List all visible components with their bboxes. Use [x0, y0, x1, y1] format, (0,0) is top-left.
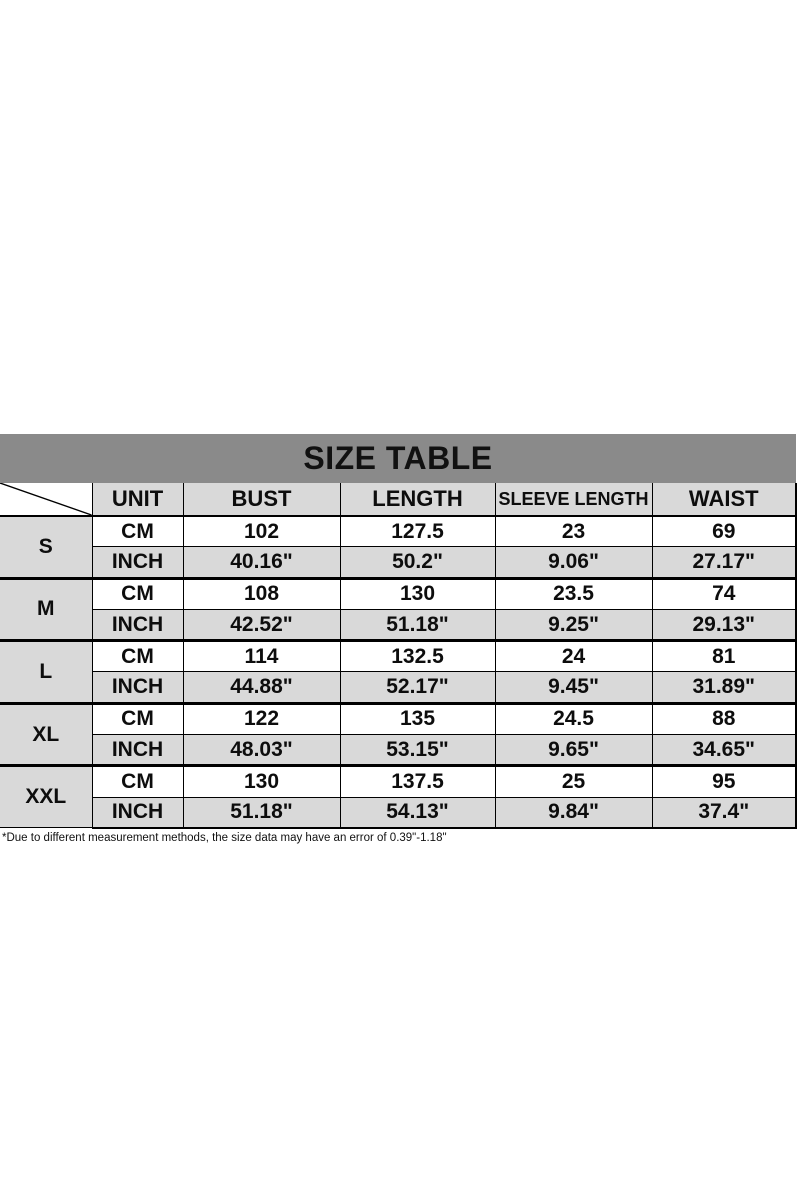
row-xl-cm: XL CM 122 135 24.5 88 — [0, 701, 797, 767]
value-xxl-inch-1: 54.13" — [339, 796, 496, 829]
size-label-xxl: XXL — [0, 764, 93, 829]
size-label-m: M — [0, 576, 93, 642]
size-label-xl: XL — [0, 701, 93, 767]
value-xl-inch-0: 48.03" — [182, 734, 341, 767]
unit-cell-xl-cm: CM — [91, 701, 184, 736]
value-s-cm-3: 69 — [651, 515, 797, 548]
value-m-cm-1: 130 — [339, 576, 496, 610]
unit-cell-s-cm: CM — [91, 515, 184, 548]
value-l-cm-1: 132.5 — [339, 639, 496, 673]
measurement-disclaimer: *Due to different measurement methods, t… — [2, 831, 447, 844]
value-xxl-cm-1: 137.5 — [339, 764, 496, 798]
col-header-sleeve-length: SLEEVE LENGTH — [494, 483, 653, 517]
value-s-cm-1: 127.5 — [339, 515, 496, 548]
value-l-inch-1: 52.17" — [339, 671, 496, 704]
value-xl-inch-3: 34.65" — [651, 734, 797, 767]
col-header-bust: BUST — [182, 483, 341, 517]
value-l-cm-0: 114 — [182, 639, 341, 673]
size-label-l: L — [0, 639, 93, 704]
unit-cell-l-cm: CM — [91, 639, 184, 673]
value-l-inch-2: 9.45" — [494, 671, 653, 704]
value-m-inch-3: 29.13" — [651, 608, 797, 642]
row-s-cm: S CM 102 127.5 23 69 — [0, 515, 797, 579]
value-s-cm-0: 102 — [182, 515, 341, 548]
value-l-cm-2: 24 — [494, 639, 653, 673]
value-s-inch-2: 9.06" — [494, 546, 653, 579]
value-m-cm-0: 108 — [182, 576, 341, 610]
value-l-inch-3: 31.89" — [651, 671, 797, 704]
value-xl-inch-1: 53.15" — [339, 734, 496, 767]
value-m-inch-2: 9.25" — [494, 608, 653, 642]
size-table-title: SIZE TABLE — [0, 434, 796, 483]
value-l-cm-3: 81 — [651, 639, 797, 673]
value-xxl-inch-2: 9.84" — [494, 796, 653, 829]
unit-cell-xxl-inch: INCH — [91, 796, 184, 829]
value-m-inch-1: 51.18" — [339, 608, 496, 642]
row-s-inch: INCH 40.16" 50.2" 9.06" 27.17" — [0, 546, 797, 579]
size-chart: SIZE TABLE UNIT BUST LENGTH SLEEVE LENGT… — [0, 434, 797, 844]
value-xxl-cm-3: 95 — [651, 764, 797, 798]
row-xxl-inch: INCH 51.18" 54.13" 9.84" 37.4" — [0, 796, 797, 829]
value-l-inch-0: 44.88" — [182, 671, 341, 704]
value-s-inch-0: 40.16" — [182, 546, 341, 579]
row-l-inch: INCH 44.88" 52.17" 9.45" 31.89" — [0, 671, 797, 704]
diagonal-line — [0, 483, 91, 514]
value-xl-inch-2: 9.65" — [494, 734, 653, 767]
value-s-inch-3: 27.17" — [651, 546, 797, 579]
unit-cell-m-cm: CM — [91, 576, 184, 610]
value-s-inch-1: 50.2" — [339, 546, 496, 579]
value-xl-cm-2: 24.5 — [494, 701, 653, 736]
size-table: UNIT BUST LENGTH SLEEVE LENGTH WAIST S CM… — [0, 483, 797, 829]
value-xxl-cm-2: 25 — [494, 764, 653, 798]
unit-cell-m-inch: INCH — [91, 608, 184, 642]
col-header-unit: UNIT — [91, 483, 184, 517]
unit-cell-s-inch: INCH — [91, 546, 184, 579]
unit-cell-l-inch: INCH — [91, 671, 184, 704]
unit-cell-xl-inch: INCH — [91, 734, 184, 767]
col-header-length: LENGTH — [339, 483, 496, 517]
value-xxl-inch-3: 37.4" — [651, 796, 797, 829]
row-xxl-cm: XXL CM 130 137.5 25 95 — [0, 764, 797, 829]
value-m-inch-0: 42.52" — [182, 608, 341, 642]
value-xl-cm-3: 88 — [651, 701, 797, 736]
row-m-cm: M CM 108 130 23.5 74 — [0, 576, 797, 642]
header-row: UNIT BUST LENGTH SLEEVE LENGTH WAIST — [0, 483, 797, 517]
unit-cell-xxl-cm: CM — [91, 764, 184, 798]
row-m-inch: INCH 42.52" 51.18" 9.25" 29.13" — [0, 608, 797, 642]
value-xl-cm-0: 122 — [182, 701, 341, 736]
diagonal-corner-cell — [0, 483, 93, 517]
value-xl-cm-1: 135 — [339, 701, 496, 736]
value-xxl-inch-0: 51.18" — [182, 796, 341, 829]
value-m-cm-3: 74 — [651, 576, 797, 610]
value-xxl-cm-0: 130 — [182, 764, 341, 798]
value-s-cm-2: 23 — [494, 515, 653, 548]
col-header-waist: WAIST — [651, 483, 797, 517]
size-label-s: S — [0, 515, 93, 579]
value-m-cm-2: 23.5 — [494, 576, 653, 610]
row-l-cm: L CM 114 132.5 24 81 — [0, 639, 797, 704]
row-xl-inch: INCH 48.03" 53.15" 9.65" 34.65" — [0, 734, 797, 767]
